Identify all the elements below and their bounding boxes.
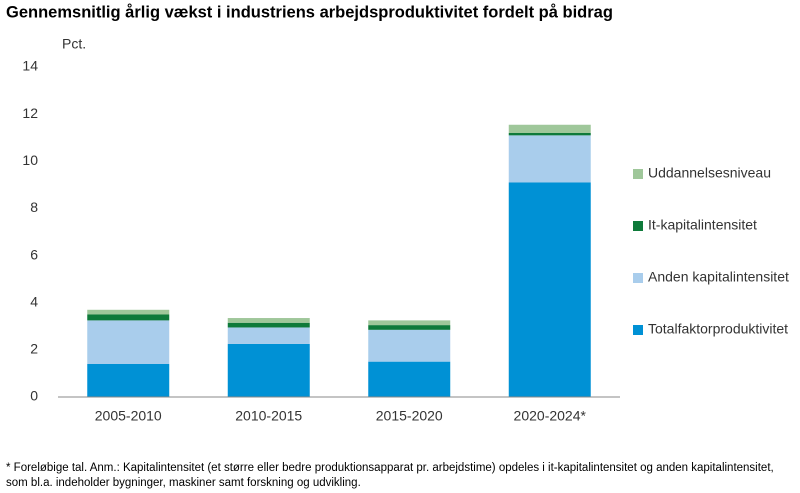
legend-label: Totalfaktorproduktivitet [648, 321, 788, 337]
y-tick-label: 0 [30, 388, 38, 404]
bar-segment [508, 182, 591, 397]
y-axis-label: Pct. [62, 36, 86, 52]
bar-segment [227, 318, 310, 323]
x-tick-label: 2015-2020 [376, 408, 443, 424]
bar-segment [227, 322, 310, 328]
bar-segment [368, 329, 451, 362]
legend-label: Uddannelsesniveau [648, 165, 771, 181]
bar-segment [87, 364, 170, 397]
bar-segment [368, 361, 451, 397]
x-tick-label: 2005-2010 [95, 408, 162, 424]
bar-segment [508, 124, 591, 133]
bar-segment [227, 343, 310, 397]
y-tick-label: 12 [22, 105, 38, 121]
footnote: * Foreløbige tal. Anm.: Kapitalintensite… [6, 462, 774, 489]
legend-swatch [633, 325, 643, 335]
bar-segment [368, 320, 451, 326]
bar-segment [508, 135, 591, 183]
y-tick-label: 10 [22, 152, 38, 168]
legend-label: It-kapitalintensitet [648, 217, 757, 233]
y-tick-label: 4 [30, 293, 38, 309]
x-tick-label: 2020-2024* [514, 408, 587, 424]
chart: Gennemsnitlig årlig vækst i industriens … [6, 3, 789, 424]
bar-segment [508, 133, 591, 136]
y-tick-label: 8 [30, 199, 38, 215]
y-tick-label: 2 [30, 341, 38, 357]
legend-label: Anden kapitalintensitet [648, 269, 789, 285]
legend-swatch [633, 169, 643, 179]
legend-swatch [633, 273, 643, 283]
bar-segment [227, 327, 310, 344]
chart-title: Gennemsnitlig årlig vækst i industriens … [6, 3, 613, 21]
bar-segment [87, 320, 170, 364]
x-tick-label: 2010-2015 [235, 408, 302, 424]
bar-segment [87, 314, 170, 321]
bar-segment [87, 309, 170, 315]
bar-segment [368, 325, 451, 330]
y-tick-label: 6 [30, 246, 38, 262]
legend-swatch [633, 221, 643, 231]
y-tick-label: 14 [22, 58, 38, 74]
